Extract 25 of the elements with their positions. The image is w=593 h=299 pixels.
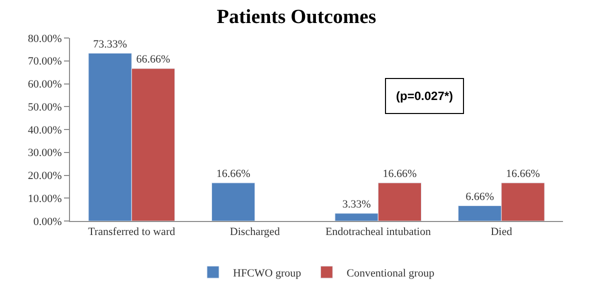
legend-label: HFCWO group bbox=[233, 267, 302, 280]
data-label: 6.66% bbox=[466, 190, 494, 203]
x-tick-label: Died bbox=[490, 226, 513, 238]
data-label: 66.66% bbox=[136, 54, 170, 66]
data-label: 16.66% bbox=[382, 168, 417, 180]
x-tick-label: Transferred to ward bbox=[88, 226, 176, 238]
y-tick-label: 40.00% bbox=[28, 124, 62, 136]
y-tick-label: 80.00% bbox=[28, 32, 62, 45]
bar bbox=[211, 182, 256, 221]
legend-label: Conventional group bbox=[346, 267, 435, 280]
y-tick-label: 0.00% bbox=[33, 216, 62, 228]
y-tick-label: 60.00% bbox=[28, 78, 62, 91]
data-label: 16.66% bbox=[506, 168, 540, 180]
annotation: (p=0.027*) bbox=[396, 89, 454, 103]
x-tick-label: Discharged bbox=[230, 226, 280, 238]
data-label: 16.66% bbox=[216, 168, 250, 180]
chart-title: Patients Outcomes bbox=[216, 6, 376, 28]
x-tick-label: Endotracheal intubation bbox=[325, 226, 432, 238]
y-tick-label: 20.00% bbox=[28, 170, 62, 182]
y-tick-label: 10.00% bbox=[28, 192, 62, 205]
y-tick-label: 50.00% bbox=[28, 101, 62, 114]
data-label: 73.33% bbox=[93, 38, 128, 50]
y-tick-label: 30.00% bbox=[28, 147, 62, 160]
data-label: 3.33% bbox=[342, 198, 371, 210]
y-tick-label: 70.00% bbox=[28, 56, 62, 68]
